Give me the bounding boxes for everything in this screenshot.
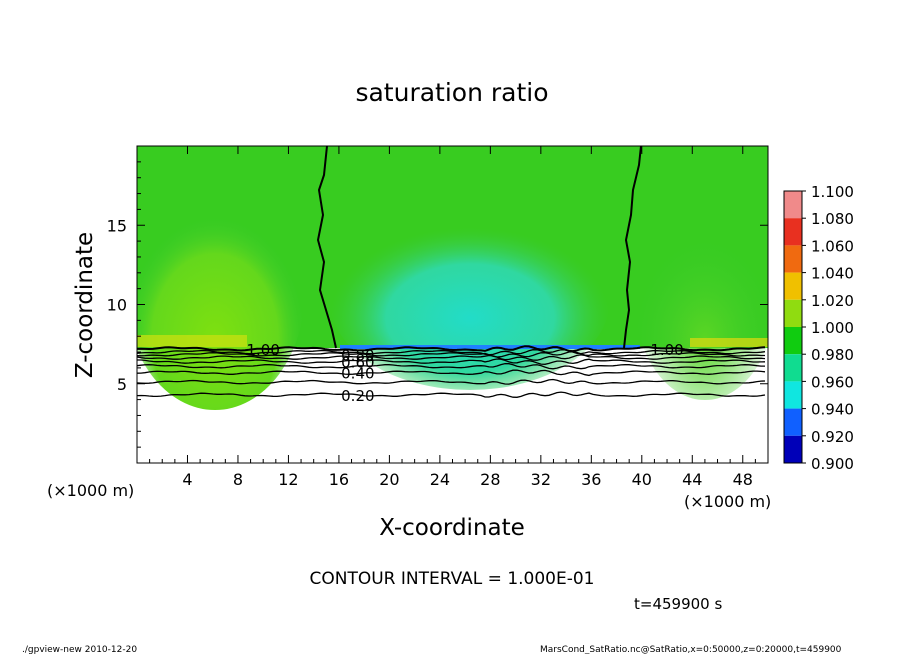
contour-label: 0.60 (341, 354, 374, 372)
x-tick-label: 32 (531, 470, 551, 489)
plot-area (137, 146, 768, 463)
contour-label: 0.80 (341, 346, 374, 364)
colorbar-swatch (784, 218, 802, 246)
colorbar-swatch (784, 435, 802, 463)
contour-lines (137, 345, 766, 398)
footer-right: MarsCond_SatRatio.nc@SatRatio,x=0:50000,… (540, 645, 842, 654)
colorbar: 1.100 1.080 1.060 1.040 1.020 1.000 0.980 0.960… (783, 183, 854, 473)
colorbar-swatch (784, 245, 802, 273)
x-tick-label: 4 (182, 470, 192, 489)
contour-label: 1.00 (246, 341, 279, 359)
colorbar-label: 1.020 (811, 292, 854, 310)
footer-left: ./gpview-new 2010-12-20 (22, 645, 137, 654)
contour-interval-text: CONTOUR INTERVAL = 1.000E-01 (310, 569, 595, 589)
contour-line (137, 358, 766, 365)
colorbar-label: 1.080 (811, 210, 854, 228)
x-axis: 4 8 12 16 20 24 28 32 36 40 44 48 (149, 146, 756, 489)
colorbar-label: 1.100 (811, 183, 854, 201)
y-tick-label: 10 (107, 296, 127, 315)
y-tick-label: 15 (107, 216, 127, 235)
contour-1-00-right-vertical (623, 146, 642, 349)
x-tick-label: 20 (379, 470, 399, 489)
chart-title: saturation ratio (355, 78, 548, 107)
right-surface-band (690, 338, 768, 347)
contour-line (137, 349, 766, 356)
colorbar-label: 1.060 (811, 237, 854, 255)
right-supersaturated-plume (635, 200, 768, 400)
contour-line (137, 351, 765, 358)
contour-line (137, 354, 766, 361)
y-tick-label: 5 (117, 375, 127, 394)
colorbar-swatch (784, 191, 802, 219)
x-tick-label: 40 (632, 470, 652, 489)
colorbar-label: 0.900 (811, 455, 854, 473)
contour-line (137, 362, 765, 370)
colorbar-swatch (784, 327, 802, 355)
x-axis-label: X-coordinate (379, 515, 525, 541)
time-stamp: t=459900 s (634, 595, 722, 613)
x-axis-unit-left: (×1000 m) (47, 481, 134, 500)
x-tick-label: 36 (581, 470, 601, 489)
y-axis: 5 10 15 (107, 161, 768, 448)
contour-line (137, 391, 766, 398)
x-tick-label: 48 (733, 470, 753, 489)
colorbar-label: 1.000 (811, 319, 854, 337)
contour-line (137, 345, 766, 353)
contour-label: 1.00 (650, 341, 683, 359)
contour-labels: 0.20 0.400.600.80 1.00 1.00 (246, 341, 683, 405)
y-axis-label: Z-coordinate (72, 232, 98, 378)
colorbar-label: 0.920 (811, 428, 854, 446)
left-supersaturated-plume (137, 170, 305, 410)
colorbar-swatch (784, 299, 802, 327)
cloud-base-band (340, 345, 640, 349)
contour-1-00-left-vertical (316, 146, 337, 349)
colorbar-label: 0.940 (811, 401, 854, 419)
colorbar-swatch (784, 408, 802, 436)
contour-line (137, 369, 766, 377)
x-tick-label: 12 (278, 470, 298, 489)
x-tick-label: 24 (430, 470, 450, 489)
colorbar-label: 0.960 (811, 373, 854, 391)
x-tick-label: 28 (480, 470, 500, 489)
x-tick-label: 8 (233, 470, 243, 489)
colorbar-swatch (784, 381, 802, 409)
colorbar-label: 1.040 (811, 265, 854, 283)
x-axis-unit-right: (×1000 m) (684, 492, 771, 511)
contour-label: 0.20 (341, 387, 374, 405)
colorbar-swatch (784, 272, 802, 300)
colorbar-swatch (784, 354, 802, 382)
colorbar-label: 0.980 (811, 346, 854, 364)
x-tick-label: 16 (329, 470, 349, 489)
left-surface-band (137, 335, 247, 347)
x-tick-label: 44 (682, 470, 702, 489)
contour-line (137, 378, 766, 385)
contour-label: 0.40 (341, 365, 374, 383)
